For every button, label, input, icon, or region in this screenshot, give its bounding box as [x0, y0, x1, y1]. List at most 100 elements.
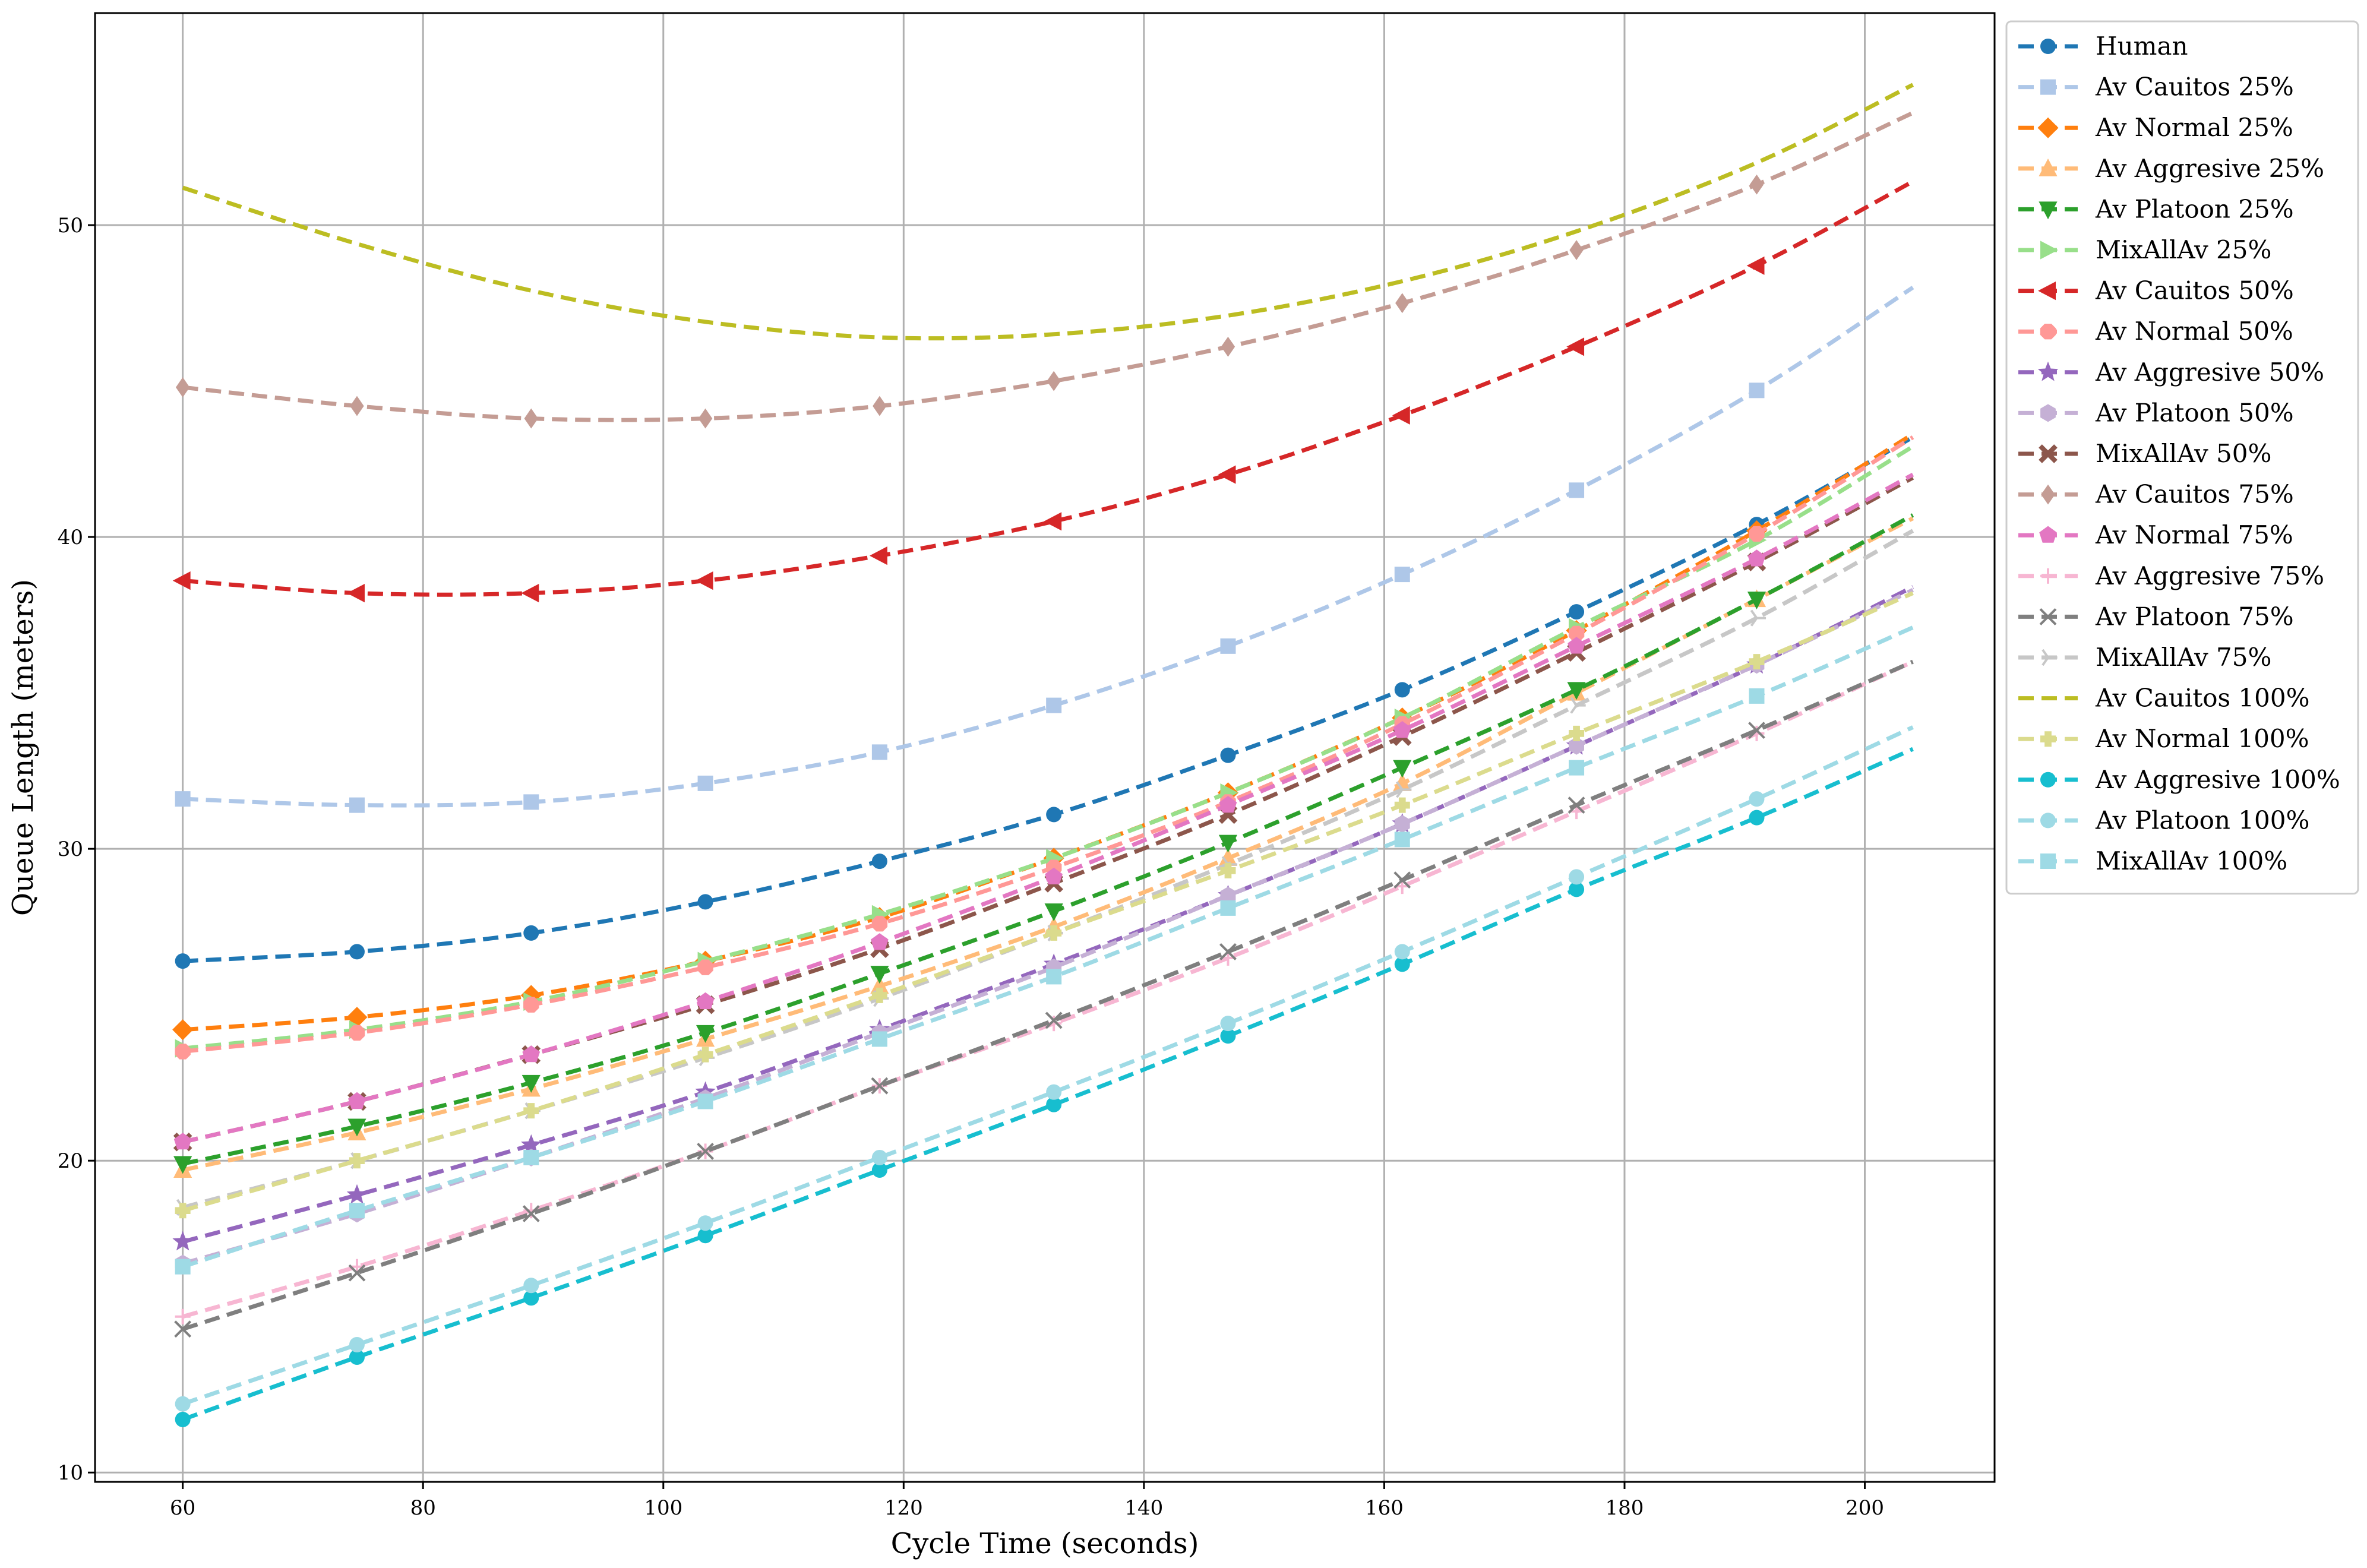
data-point	[523, 925, 539, 941]
series-16	[182, 83, 1914, 341]
legend-box	[2005, 20, 2359, 895]
data-point	[1749, 791, 1765, 807]
x-tick-label: 180	[1606, 1496, 1644, 1520]
data-point	[1394, 797, 1410, 813]
series-6	[172, 179, 1914, 603]
data-point	[173, 1156, 192, 1174]
data-point	[349, 1203, 365, 1219]
x-tick-label: 160	[1365, 1496, 1404, 1520]
data-point	[1570, 697, 1586, 714]
legend-label: MixAllAv 25%	[2096, 235, 2271, 264]
series-line	[182, 110, 1914, 422]
legend-marker	[2039, 158, 2058, 176]
data-point	[1569, 482, 1585, 498]
data-point	[175, 1203, 191, 1219]
data-point	[1046, 1096, 1062, 1112]
series-1	[175, 286, 1914, 813]
data-point	[522, 1045, 541, 1063]
series-17	[175, 591, 1914, 1219]
legend-item: MixAllAv 100%	[2018, 846, 2287, 875]
data-point	[522, 1074, 541, 1093]
series-line	[182, 725, 1914, 1406]
data-point	[172, 1231, 193, 1251]
data-point	[1393, 721, 1411, 738]
data-point	[1045, 867, 1063, 884]
data-point	[871, 915, 888, 932]
legend-item: Av Cauitos 100%	[2018, 684, 2310, 713]
legend-item: Av Normal 75%	[2018, 520, 2293, 549]
data-point	[349, 944, 365, 960]
legend-label: Av Platoon 25%	[2095, 194, 2294, 223]
data-point	[1566, 337, 1585, 356]
data-point	[1218, 465, 1236, 484]
series-11	[175, 110, 1914, 429]
data-point	[870, 976, 889, 994]
data-point	[346, 1184, 368, 1204]
legend-label: Av Cauitos 50%	[2095, 276, 2294, 305]
data-point	[175, 1396, 191, 1412]
legend-label: Av Aggresive 100%	[2095, 765, 2340, 794]
data-point	[522, 1205, 540, 1222]
data-point	[871, 744, 887, 760]
data-point	[349, 1153, 365, 1169]
data-point	[1046, 969, 1062, 985]
data-point	[1395, 293, 1410, 314]
legend-label: Av Normal 25%	[2095, 113, 2293, 142]
data-point	[523, 1290, 539, 1306]
data-point	[523, 1103, 539, 1119]
data-point	[521, 583, 539, 603]
series-4	[173, 513, 1914, 1174]
data-point	[1750, 609, 1766, 627]
legend-item: Av Normal 100%	[2018, 724, 2309, 753]
data-point	[1748, 722, 1765, 739]
data-point	[523, 1149, 539, 1165]
data-point	[871, 853, 887, 870]
data-point	[521, 1134, 542, 1154]
x-tick-label: 60	[170, 1496, 195, 1520]
legend-marker	[2041, 484, 2055, 505]
x-tick-label: 200	[1845, 1496, 1884, 1520]
data-point	[871, 1031, 887, 1047]
data-point	[1569, 760, 1585, 776]
y-tick-label: 50	[58, 214, 83, 238]
legend-item: Av Platoon 100%	[2018, 805, 2309, 834]
data-point	[697, 894, 713, 910]
legend-label: Av Normal 50%	[2095, 317, 2293, 346]
data-point	[175, 377, 190, 397]
data-point	[1393, 760, 1412, 778]
legend-marker	[2040, 731, 2056, 747]
data-point	[1220, 1016, 1236, 1032]
legend-item: Av Cauitos 50%	[2018, 276, 2294, 305]
data-point	[1567, 682, 1586, 700]
data-point	[871, 1077, 889, 1095]
series-line	[182, 179, 1914, 597]
data-point	[349, 797, 365, 813]
data-point	[1394, 832, 1410, 848]
series-line	[182, 659, 1914, 1319]
legend-marker	[2040, 853, 2056, 869]
data-point	[697, 1215, 713, 1231]
legend-label: Av Platoon 75%	[2095, 602, 2294, 631]
legend-marker	[2039, 201, 2058, 220]
y-tick-label: 10	[58, 1461, 83, 1485]
data-point	[870, 966, 889, 984]
data-point	[1394, 944, 1410, 960]
legend-label: Av Cauitos 100%	[2095, 684, 2310, 713]
legend-label: Av Aggresive 75%	[2095, 561, 2324, 590]
legend-item: Av Platoon 75%	[2018, 602, 2294, 631]
y-tick-label: 30	[58, 837, 83, 861]
data-point	[1394, 956, 1410, 972]
data-point	[175, 953, 191, 969]
legend-marker	[2040, 404, 2056, 422]
data-point	[1749, 382, 1765, 399]
data-point	[1746, 256, 1765, 275]
legend-marker	[2040, 568, 2056, 584]
plot-area-frame	[94, 12, 1996, 1483]
data-point	[348, 1092, 366, 1109]
data-point	[175, 1411, 191, 1427]
legend-marker	[2039, 526, 2057, 543]
legend-label: Av Cauitos 75%	[2095, 480, 2294, 509]
legend-marker	[2039, 444, 2058, 463]
data-point	[1747, 592, 1766, 609]
